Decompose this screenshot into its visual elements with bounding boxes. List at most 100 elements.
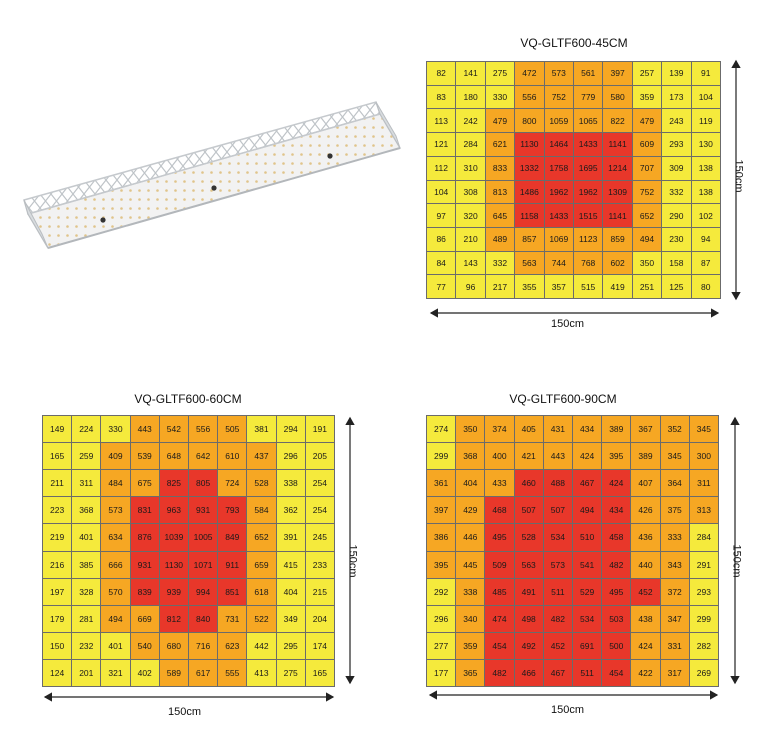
- heatmap-cell: 125: [662, 275, 692, 299]
- heatmap-cell: 232: [72, 632, 102, 660]
- heatmap-cell: 251: [632, 275, 663, 299]
- heatmap-cell: 277: [427, 632, 457, 660]
- heatmap-cell: 338: [456, 578, 486, 606]
- heatmap-cell: 436: [631, 524, 661, 552]
- heatmap-cell: 610: [218, 443, 248, 471]
- heatmap-cell: 254: [305, 470, 335, 498]
- heatmap-cell: 454: [485, 632, 515, 660]
- heatmap-cell: 205: [305, 443, 335, 471]
- heatmap-cell: 489: [485, 227, 516, 252]
- heatmap-cell: 515: [573, 275, 604, 299]
- heatmap-cell: 158: [662, 251, 692, 276]
- heatmap-cell: 210: [456, 227, 486, 252]
- heatmap-cell: 1059: [544, 109, 574, 134]
- heatmap-cell: 509: [485, 551, 515, 579]
- heatmap-cell: 652: [247, 524, 277, 552]
- heatmap-cell: 274: [427, 416, 457, 444]
- heatmap-cell: 609: [632, 133, 663, 157]
- heatmap-grid-90cm: 274 350 374 405 431 434 389 367 352 345 299 368 400 4…: [426, 415, 719, 687]
- heatmap-grid-45cm: 82 141 275 472 573 561 397 257 139 91 83 180 330 556 7…: [426, 61, 721, 299]
- heatmap-cell: 440: [631, 551, 661, 579]
- heatmap-cell: 466: [514, 659, 544, 687]
- heatmap-cell: 812: [159, 605, 189, 633]
- heatmap-cell: 931: [130, 551, 160, 579]
- heatmap-cell: 839: [130, 578, 160, 606]
- heatmap-cell: 618: [247, 578, 277, 606]
- heatmap-cell: 350: [456, 416, 486, 444]
- heatmap-cell: 452: [631, 578, 661, 606]
- heatmap-cell: 368: [72, 497, 102, 525]
- heatmap-cell: 197: [43, 578, 73, 606]
- heatmap-cell: 467: [543, 659, 573, 687]
- heatmap-cell: 102: [691, 204, 721, 228]
- heatmap-cell: 332: [485, 251, 516, 276]
- heatmap-cell: 138: [691, 180, 721, 205]
- heatmap-cell: 645: [485, 204, 516, 228]
- heatmap-cell: 1214: [603, 156, 633, 181]
- heatmap-cell: 139: [662, 62, 692, 86]
- heatmap-cell: 510: [573, 524, 603, 552]
- heatmap-cell: 494: [632, 227, 663, 252]
- heatmap-cell: 1065: [573, 109, 604, 134]
- heatmap-cell: 104: [691, 85, 721, 110]
- heatmap-cell: 361: [427, 470, 457, 498]
- heatmap-cell: 413: [247, 659, 277, 687]
- heatmap-cell: 357: [544, 275, 574, 299]
- heatmap-cell: 321: [101, 659, 131, 687]
- heatmap-cell: 438: [631, 605, 661, 633]
- heatmap-cell: 313: [689, 497, 719, 525]
- heatmap-cell: 1069: [544, 227, 574, 252]
- heatmap-cell: 488: [543, 470, 573, 498]
- heatmap-cell: 217: [485, 275, 516, 299]
- heatmap-cell: 460: [514, 470, 544, 498]
- heatmap-cell: 284: [689, 524, 719, 552]
- heatmap-cell: 621: [485, 133, 516, 157]
- heatmap-cell: 397: [603, 62, 633, 86]
- heatmap-cell: 381: [247, 416, 277, 444]
- heatmap-cell: 333: [660, 524, 690, 552]
- heatmap-cell: 505: [218, 416, 248, 444]
- heatmap-cell: 349: [276, 605, 306, 633]
- heatmap-cell: 443: [130, 416, 160, 444]
- heatmap-cell: 716: [189, 632, 219, 660]
- heatmap-cell: 623: [218, 632, 248, 660]
- heatmap-cell: 1962: [544, 180, 574, 205]
- heatmap-cell: 833: [485, 156, 516, 181]
- heatmap-cell: 340: [456, 605, 486, 633]
- heatmap-cell: 401: [101, 632, 131, 660]
- heatmap-cell: 233: [305, 551, 335, 579]
- heatmap-cell: 652: [632, 204, 663, 228]
- heatmap-cell: 659: [247, 551, 277, 579]
- heatmap-cell: 275: [485, 62, 516, 86]
- heatmap-grid-60cm: 149 224 330 443 542 556 505 381 294 191 165 259 409 5…: [42, 415, 335, 687]
- heatmap-cell: 963: [159, 497, 189, 525]
- heatmap-cell: 317: [660, 659, 690, 687]
- heatmap-cell: 584: [247, 497, 277, 525]
- heatmap-cell: 467: [573, 470, 603, 498]
- heatmap-cell: 257: [632, 62, 663, 86]
- heatmap-cell: 245: [305, 524, 335, 552]
- heatmap-cell: 215: [305, 578, 335, 606]
- heatmap-cell: 675: [130, 470, 160, 498]
- heatmap-cell: 503: [602, 605, 632, 633]
- heatmap-cell: 472: [515, 62, 545, 86]
- heatmap-cell: 528: [514, 524, 544, 552]
- heatmap-cell: 409: [101, 443, 131, 471]
- heatmap-cell: 82: [427, 62, 457, 86]
- x-axis-label: 150cm: [551, 704, 585, 716]
- heatmap-cell: 295: [276, 632, 306, 660]
- heatmap-cell: 404: [456, 470, 486, 498]
- heatmap-cell: 386: [427, 524, 457, 552]
- heatmap-cell: 911: [218, 551, 248, 579]
- heatmap-cell: 149: [43, 416, 73, 444]
- heatmap-cell: 421: [514, 443, 544, 471]
- heatmap-cell: 97: [427, 204, 457, 228]
- heatmap-cell: 580: [603, 85, 633, 110]
- heatmap-cell: 1039: [159, 524, 189, 552]
- heatmap-cell: 402: [130, 659, 160, 687]
- heatmap-cell: 299: [689, 605, 719, 633]
- heatmap-cell: 479: [485, 109, 516, 134]
- heatmap-cell: 112: [427, 156, 457, 181]
- heatmap-cell: 507: [543, 497, 573, 525]
